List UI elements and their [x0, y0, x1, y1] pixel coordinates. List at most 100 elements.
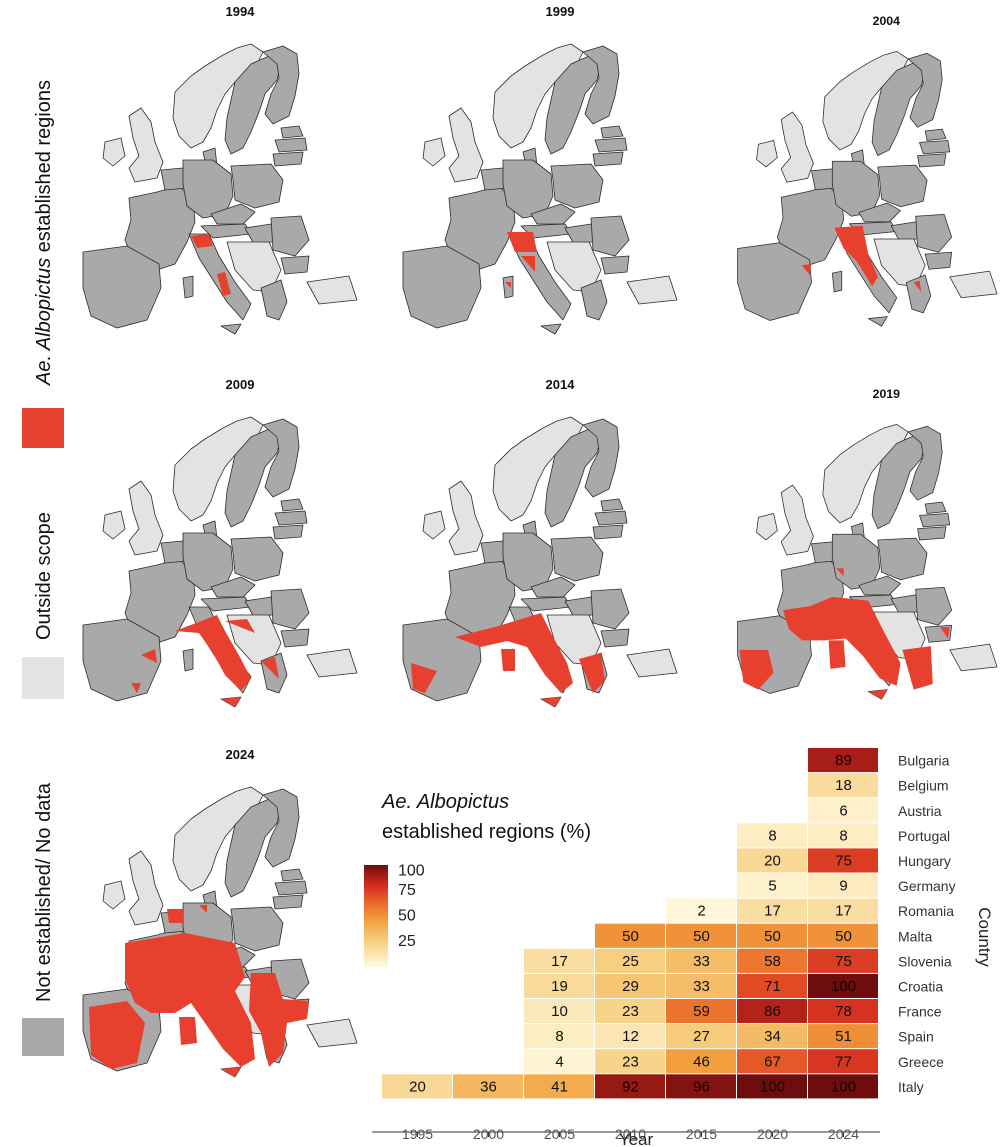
map-panel-1994: 1994 — [82, 4, 358, 335]
map-year-label: 2004 — [873, 14, 901, 28]
established-region — [141, 649, 157, 663]
map-panel-2004: 2004 — [737, 14, 998, 327]
country-shape-poland — [877, 164, 928, 208]
row-label: Austria — [898, 803, 942, 819]
heatmap-cell-label: 50 — [835, 928, 852, 945]
heatmap-cell-label: 92 — [622, 1078, 639, 1095]
heatmap-cell-label: 17 — [551, 953, 568, 970]
row-label: Malta — [898, 928, 932, 944]
country-shape-finland — [907, 52, 943, 128]
legend-not-established-swatch — [22, 1018, 64, 1056]
heatmap-cell-label: 23 — [622, 1003, 639, 1020]
heatmap-cell — [666, 948, 736, 973]
country-shape-sicily — [220, 323, 242, 335]
map-year-label: 1999 — [546, 4, 575, 19]
heatmap-cell — [666, 1024, 736, 1049]
established-region — [802, 263, 812, 275]
heatmap-cell-label: 59 — [693, 1003, 710, 1020]
established-region — [868, 689, 888, 700]
heatmap-cell — [737, 1049, 807, 1074]
heatmap-row-labels: Bulgaria Belgium Austria Portugal Hungary Ger… — [898, 753, 956, 1095]
established-region — [913, 280, 922, 293]
country-shape-lithuania — [272, 894, 304, 910]
heatmap-cell-label: 75 — [835, 852, 852, 869]
country-shape-lithuania — [592, 524, 624, 540]
country-shape-ireland — [756, 513, 778, 541]
heatmap-cell — [737, 948, 807, 973]
country-shape-estonia — [280, 498, 304, 512]
heatmap-cell-label: 78 — [835, 1003, 852, 1020]
row-label: Romania — [898, 903, 954, 919]
map-panel-2024: 2024 — [82, 747, 358, 1078]
heatmap-cell-label: 2 — [697, 903, 705, 920]
country-shape-sardinia — [502, 275, 514, 299]
country-shape-uk — [780, 484, 814, 556]
country-shape-poland — [550, 163, 604, 209]
heatmap-cell — [808, 923, 878, 948]
colorbar-ticks: 100 75 50 25 — [398, 863, 425, 951]
heatmap-cell — [737, 999, 807, 1024]
country-shape-romania — [590, 215, 630, 257]
country-shape-turkey — [306, 1018, 358, 1048]
country-shape-poland — [230, 536, 284, 582]
heatmap-cell-label: 5 — [768, 878, 776, 895]
established-region — [217, 272, 231, 296]
country-shape-turkey — [949, 643, 998, 672]
heatmap-cell — [666, 923, 736, 948]
country-shape-iberia — [402, 245, 482, 329]
map-year-label: 2019 — [873, 387, 901, 401]
heatmap-cell-label: 8 — [768, 827, 776, 844]
legend-established-swatch — [22, 408, 64, 448]
heatmap-cell — [808, 1074, 878, 1099]
heatmap-cell-label: 12 — [622, 1028, 639, 1045]
country-shape-greece — [905, 274, 932, 314]
heatmap-cell — [808, 948, 878, 973]
established-region — [507, 232, 537, 252]
country-shape-ireland — [422, 137, 446, 167]
heatmap-cell — [524, 948, 594, 973]
country-shape-latvia — [274, 137, 308, 153]
heatmap-cell — [737, 898, 807, 923]
established-region — [783, 596, 901, 686]
established-region — [834, 225, 878, 287]
heatmap-cell — [453, 1074, 523, 1099]
heatmap-cell-label: 9 — [839, 878, 847, 895]
heatmap-cell-label: 100 — [831, 1078, 856, 1095]
country-shape-uk — [780, 111, 814, 183]
established-region — [521, 256, 535, 272]
europe-map — [82, 416, 358, 708]
heatmap-cell — [737, 848, 807, 873]
country-shape-uk — [128, 107, 164, 183]
country-shape-turkey — [949, 270, 998, 299]
established-region — [902, 646, 933, 690]
country-shape-latvia — [274, 880, 308, 896]
country-shape-bulgaria — [600, 255, 630, 275]
europe-map — [82, 43, 358, 335]
country-shape-ireland — [422, 510, 446, 540]
row-label: Bulgaria — [898, 753, 950, 769]
country-shape-estonia — [924, 501, 947, 514]
heatmap-cell — [595, 973, 665, 998]
x-tick-label: 2000 — [473, 1126, 504, 1142]
heatmap-cell — [595, 923, 665, 948]
heatmap-cell-label: 50 — [764, 928, 781, 945]
country-shape-sardinia — [182, 275, 194, 299]
established-region — [167, 909, 183, 923]
country-shape-lithuania — [272, 524, 304, 540]
established-region — [261, 657, 279, 679]
x-tick-label: 2020 — [757, 1126, 788, 1142]
country-shape-turkey — [626, 275, 678, 305]
row-label: Italy — [898, 1079, 924, 1095]
country-shape-poland — [550, 536, 604, 582]
country-shape-turkey — [626, 648, 678, 678]
heatmap-cell-label: 96 — [693, 1078, 710, 1095]
legend-outside-label: Outside scope — [33, 512, 55, 640]
established-region — [175, 615, 251, 691]
legend-not-established-label: Not established/ No data — [33, 782, 55, 1002]
established-region — [225, 619, 255, 633]
heatmap-cell — [737, 1074, 807, 1099]
heatmap-cell — [737, 873, 807, 898]
heatmap-cell-label: 50 — [622, 928, 639, 945]
country-shape-uk — [128, 850, 164, 926]
heatmap-cell — [524, 1074, 594, 1099]
